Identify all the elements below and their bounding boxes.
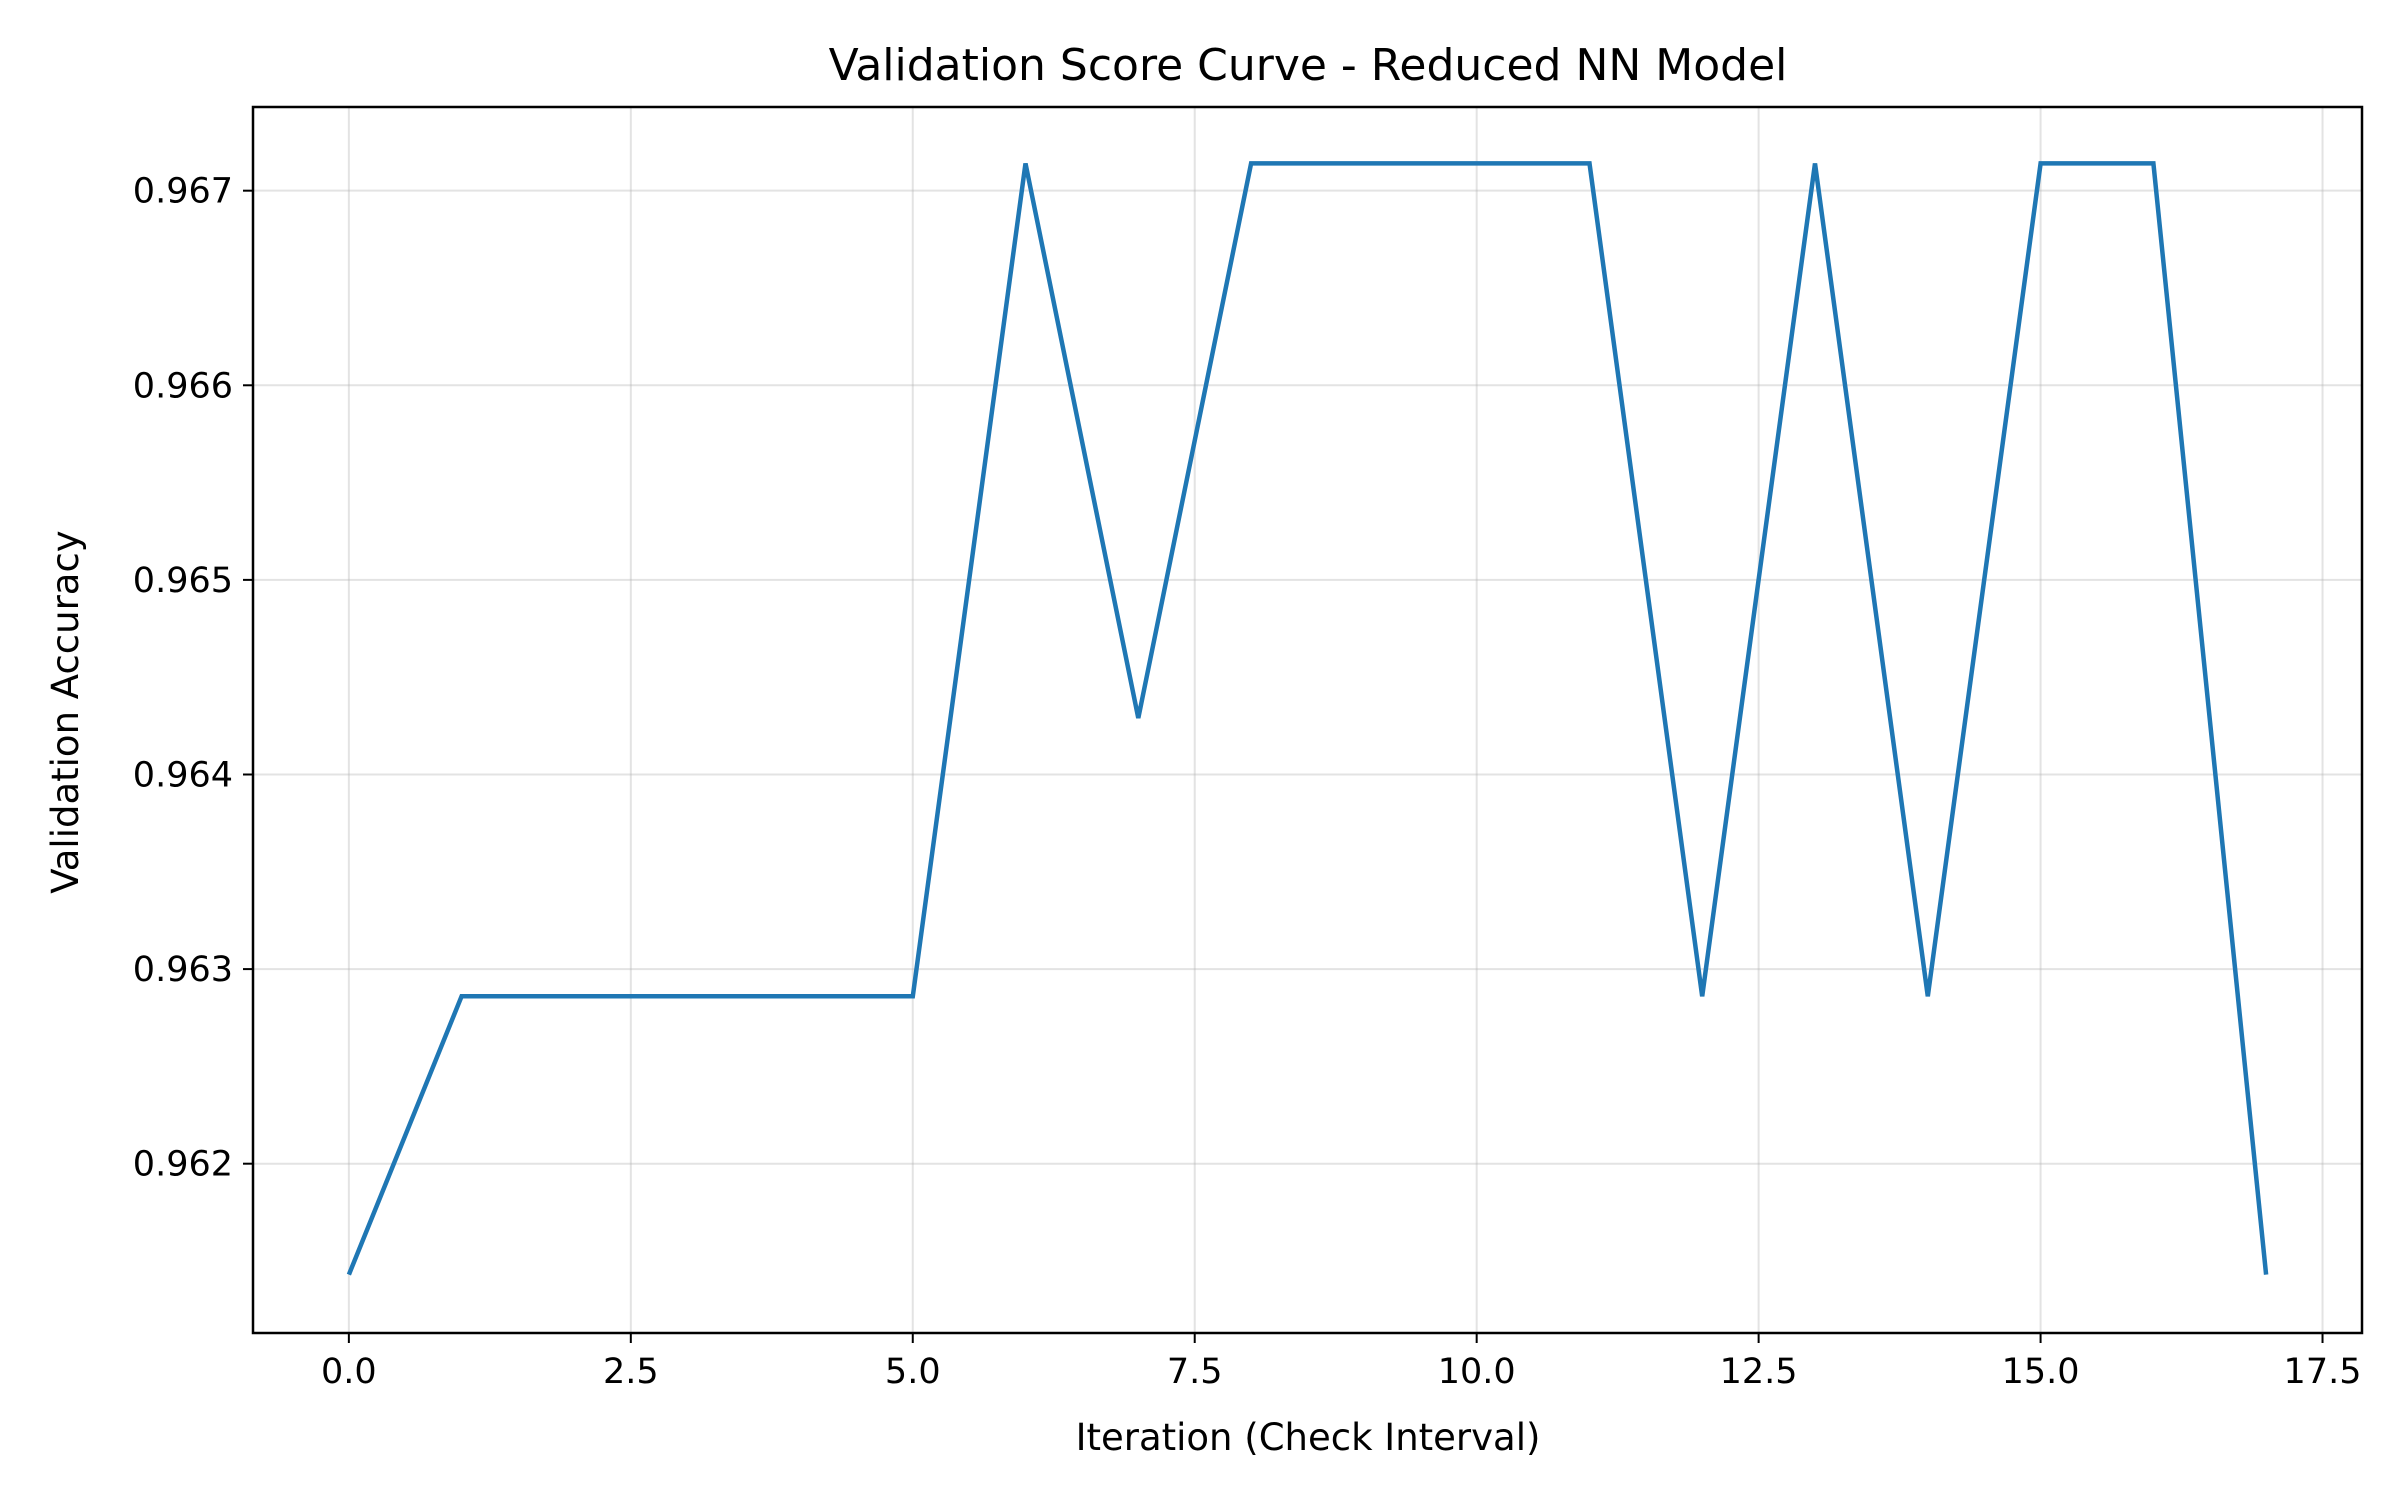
- y-tick-label: 0.965: [133, 561, 233, 601]
- x-tick-label: 15.0: [2002, 1352, 2080, 1392]
- series-layer: [346, 161, 2269, 1276]
- chart-title: Validation Score Curve - Reduced NN Mode…: [829, 40, 1788, 91]
- plot-frame: [251, 105, 2364, 1335]
- grid-layer: [253, 107, 2362, 1333]
- x-tick-label: 5.0: [885, 1352, 941, 1392]
- y-tick-label: 0.963: [133, 950, 233, 990]
- y-tick-label: 0.964: [133, 755, 233, 795]
- x-tick-label: 7.5: [1167, 1352, 1223, 1392]
- y-axis: 0.962 0.963 0.964 0.965 0.966 0.967: [133, 172, 253, 1185]
- x-tick-label: 2.5: [603, 1352, 659, 1392]
- x-axis-label: Iteration (Check Interval): [1076, 1416, 1541, 1459]
- x-tick-label: 10.0: [1438, 1352, 1516, 1392]
- x-tick-label: 0.0: [321, 1352, 377, 1392]
- series-line: [346, 161, 2269, 1276]
- y-tick-label: 0.966: [133, 366, 233, 406]
- y-axis-label: Validation Accuracy: [44, 530, 87, 893]
- y-tick-label: 0.967: [133, 172, 233, 212]
- x-axis: 0.0 2.5 5.0 7.5 10.0 12.5 15.0 17.5: [321, 1333, 2361, 1392]
- x-tick-label: 12.5: [1720, 1352, 1798, 1392]
- y-tick-label: 0.962: [133, 1145, 233, 1185]
- x-tick-label: 17.5: [2284, 1352, 2362, 1392]
